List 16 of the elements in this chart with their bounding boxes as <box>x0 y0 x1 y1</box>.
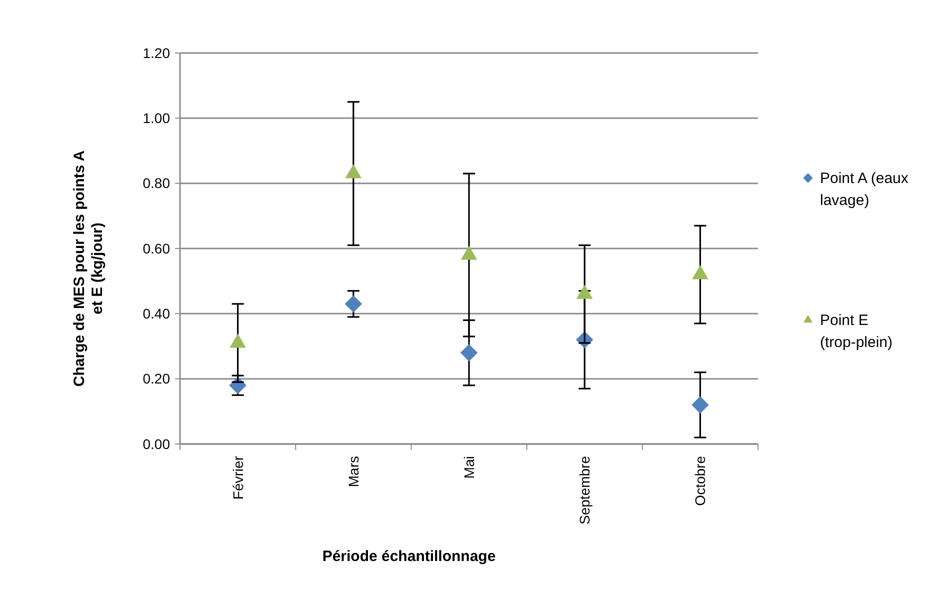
legend-label: Point A (eaux lavage) <box>820 170 909 209</box>
y-tick-label: 0.60 <box>142 240 170 256</box>
y-tick-label: 0.80 <box>142 175 170 192</box>
y-axis-title: Charge de MES pour les points A et E (kg/jour) <box>71 150 106 387</box>
x-tick-label: Mai <box>461 456 477 479</box>
x-tick-label: Mars <box>345 456 362 488</box>
x-tick-label: Février <box>230 456 246 500</box>
y-tick-label: 0.40 <box>142 306 170 322</box>
y-tick-label: 0.20 <box>142 370 170 387</box>
y-tick-label: 0.00 <box>142 436 170 452</box>
y-tick-label: 1.00 <box>142 110 170 126</box>
x-axis-title: Période échantillonnage <box>322 548 496 565</box>
legend-label: Point E (trop-plein) <box>820 312 893 351</box>
x-tick-label: Septembre <box>576 456 593 524</box>
y-tick-label: 1.20 <box>142 44 170 61</box>
x-tick-label: Octobre <box>692 456 708 506</box>
